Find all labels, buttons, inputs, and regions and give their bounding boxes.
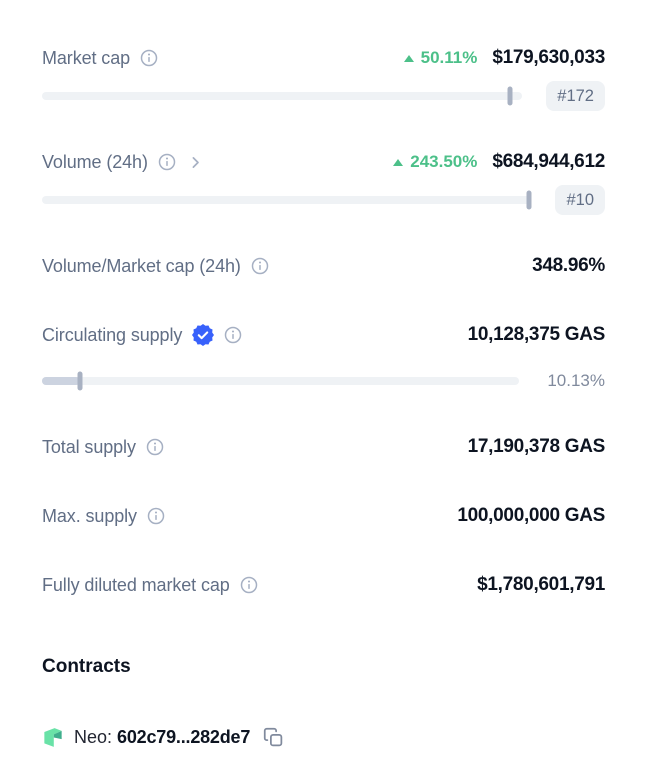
- market-cap-rank-badge[interactable]: #172: [546, 81, 605, 111]
- volume-market-cap-label: Volume/Market cap (24h): [42, 255, 241, 276]
- stat-total-supply: Total supply 17,190,378 GAS: [42, 434, 605, 460]
- volume-24h-value: $684,944,612: [492, 151, 605, 172]
- circulating-supply-progress: [42, 371, 519, 391]
- up-arrow-icon: [393, 158, 404, 166]
- circulating-supply-percent: 10.13%: [547, 371, 605, 390]
- info-icon[interactable]: [250, 256, 270, 276]
- info-icon[interactable]: [139, 48, 159, 68]
- verified-badge-icon[interactable]: [192, 324, 215, 346]
- contracts-heading: Contracts: [42, 656, 131, 677]
- market-cap-value: $179,630,033: [492, 47, 605, 68]
- volume-market-cap-value: 348.96%: [532, 255, 605, 276]
- market-cap-rank-slider: [42, 86, 523, 106]
- market-cap-change: 50.11%: [403, 48, 477, 68]
- info-icon[interactable]: [223, 325, 243, 345]
- total-supply-label: Total supply: [42, 436, 136, 457]
- total-supply-value: 17,190,378 GAS: [467, 436, 606, 457]
- stat-volume-market-cap: Volume/Market cap (24h) 348.96%: [42, 253, 605, 279]
- stat-market-cap: Market cap 50.11% $179,630,033 #172: [42, 45, 605, 111]
- chevron-right-icon[interactable]: [187, 154, 204, 171]
- max-supply-value: 100,000,000 GAS: [457, 505, 605, 526]
- info-icon[interactable]: [145, 437, 165, 457]
- volume-24h-label: Volume (24h): [42, 151, 148, 172]
- volume-rank-slider: [42, 190, 532, 210]
- slider-handle: [526, 190, 532, 210]
- stat-max-supply: Max. supply 100,000,000 GAS: [42, 503, 605, 529]
- slider-handle: [507, 86, 513, 106]
- market-cap-label: Market cap: [42, 47, 131, 68]
- progress-fill: [42, 377, 81, 385]
- neo-icon: [42, 726, 64, 749]
- info-icon[interactable]: [146, 506, 166, 526]
- info-icon[interactable]: [239, 575, 259, 595]
- stat-circulating-supply: Circulating supply 10,128,375 GAS 10.13%: [42, 322, 605, 396]
- contract-row-neo: Neo: 602c79...282de7: [42, 724, 605, 750]
- fully-diluted-value: $1,780,601,791: [477, 574, 605, 595]
- volume-rank-badge[interactable]: #10: [555, 185, 605, 215]
- circulating-supply-value: 10,128,375 GAS: [467, 324, 606, 345]
- up-arrow-icon: [403, 54, 414, 62]
- contract-network-label: Neo:: [74, 726, 113, 747]
- contract-address: Neo: 602c79...282de7: [74, 727, 250, 748]
- stat-volume-24h: Volume (24h) 243.50% $684,944,612 #10: [42, 149, 605, 215]
- copy-icon[interactable]: [263, 727, 284, 748]
- max-supply-label: Max. supply: [42, 505, 137, 526]
- slider-handle: [77, 371, 83, 391]
- circulating-supply-label: Circulating supply: [42, 324, 183, 345]
- contract-address-short: 602c79...282de7: [117, 726, 251, 747]
- info-icon[interactable]: [157, 152, 177, 172]
- volume-24h-change: 243.50%: [393, 152, 477, 172]
- fully-diluted-label: Fully diluted market cap: [42, 574, 230, 595]
- stat-fully-diluted-market-cap: Fully diluted market cap $1,780,601,791: [42, 572, 605, 598]
